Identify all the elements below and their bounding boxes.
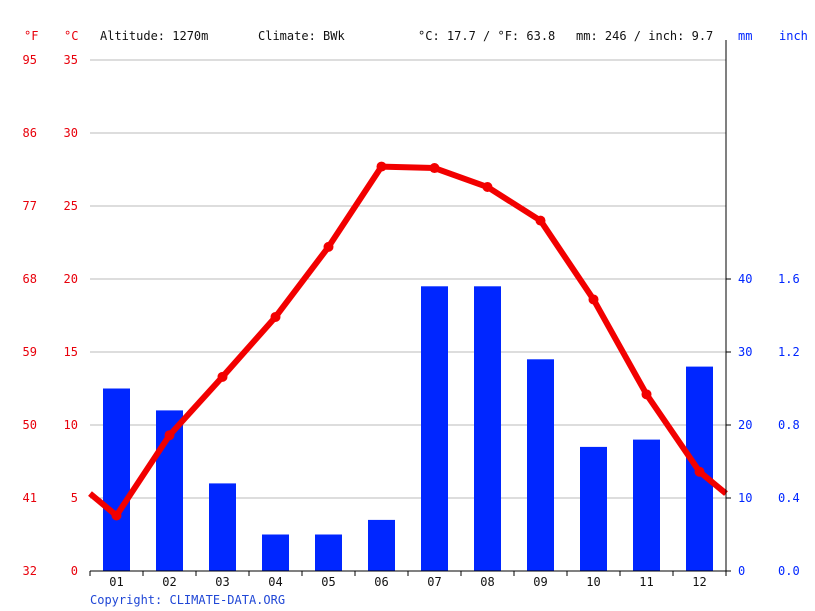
- precipitation-summary: mm: 246 / inch: 9.7: [576, 29, 713, 43]
- right-tick-inch: 1.6: [778, 272, 800, 286]
- right-tick-mm: 10: [738, 491, 752, 505]
- precipitation-bar: [315, 534, 342, 571]
- left-tick-celsius: 25: [64, 199, 78, 213]
- x-tick-label: 01: [109, 575, 123, 589]
- right-tick-mm: 0: [738, 564, 745, 578]
- precipitation-bar: [103, 388, 130, 571]
- right-tick-inch: 0.8: [778, 418, 800, 432]
- unit-inch-label: inch: [779, 29, 808, 43]
- left-tick-fahrenheit: 86: [23, 126, 37, 140]
- left-tick-fahrenheit: 41: [23, 491, 37, 505]
- x-tick-label: 10: [586, 575, 600, 589]
- temperature-point: [270, 311, 281, 322]
- temperature-point: [535, 215, 546, 226]
- x-axis-ticks: 01 02 03 04 05 06 07 08 09 10 11 12: [89, 571, 727, 589]
- left-tick-fahrenheit: 32: [23, 564, 37, 578]
- axes: [90, 40, 727, 572]
- temperature-point: [588, 294, 599, 305]
- precipitation-bar: [209, 483, 236, 571]
- right-tick-inch: 0.4: [778, 491, 800, 505]
- x-tick-label: 02: [162, 575, 176, 589]
- x-tick-label: 03: [215, 575, 229, 589]
- temperature-series-line: [88, 163, 728, 519]
- x-tick-label: 04: [268, 575, 282, 589]
- right-axis-ticks: 0 0.0 10 0.4 20 0.8 30 1.2 40 1.6: [726, 272, 800, 578]
- gridlines: [90, 59, 726, 499]
- unit-mm-label: mm: [738, 29, 752, 43]
- left-tick-celsius: 35: [64, 53, 78, 67]
- climate-label: Climate: BWk: [258, 29, 345, 43]
- x-tick-label: 12: [692, 575, 706, 589]
- precipitation-bar: [580, 446, 607, 571]
- precipitation-bar: [633, 439, 660, 571]
- unit-celsius-label: °C: [64, 29, 78, 43]
- temperature-point: [694, 466, 705, 477]
- left-tick-celsius: 5: [71, 491, 78, 505]
- x-tick-label: 05: [321, 575, 335, 589]
- temperature-summary: °C: 17.7 / °F: 63.8: [418, 29, 555, 43]
- precipitation-bar: [421, 286, 448, 571]
- left-tick-fahrenheit: 95: [23, 53, 37, 67]
- x-tick-label: 07: [427, 575, 441, 589]
- copyright-text: Copyright: CLIMATE-DATA.ORG: [90, 593, 285, 607]
- right-tick-inch: 0.0: [778, 564, 800, 578]
- precipitation-bar: [368, 519, 395, 571]
- temperature-point: [217, 371, 228, 382]
- left-axis-ticks: 0 32 5 41 10 50 15 59 20 68 25 77 30 86 35 95: [23, 53, 78, 578]
- left-tick-celsius: 0: [71, 564, 78, 578]
- left-tick-celsius: 20: [64, 272, 78, 286]
- right-tick-mm: 40: [738, 272, 752, 286]
- temperature-point: [429, 163, 440, 174]
- left-tick-fahrenheit: 77: [23, 199, 37, 213]
- precipitation-bar: [262, 534, 289, 571]
- unit-fahrenheit-label: °F: [24, 29, 38, 43]
- right-tick-mm: 30: [738, 345, 752, 359]
- temperature-line: [88, 161, 728, 521]
- left-tick-celsius: 15: [64, 345, 78, 359]
- x-tick-label: 11: [639, 575, 653, 589]
- temperature-point: [641, 389, 652, 400]
- precipitation-bars: [103, 286, 713, 571]
- temperature-point: [164, 430, 175, 441]
- altitude-label: Altitude: 1270m: [100, 29, 208, 43]
- left-tick-celsius: 30: [64, 126, 78, 140]
- precipitation-bar: [527, 359, 554, 571]
- temperature-point: [323, 241, 334, 252]
- temperature-point: [482, 182, 493, 193]
- x-tick-label: 09: [533, 575, 547, 589]
- temperature-point: [376, 161, 387, 172]
- right-tick-inch: 1.2: [778, 345, 800, 359]
- precipitation-bar: [474, 286, 501, 571]
- x-tick-label: 08: [480, 575, 494, 589]
- left-tick-fahrenheit: 50: [23, 418, 37, 432]
- x-tick-label: 06: [374, 575, 388, 589]
- temperature-point: [111, 510, 122, 521]
- left-tick-fahrenheit: 59: [23, 345, 37, 359]
- right-tick-mm: 20: [738, 418, 752, 432]
- left-tick-celsius: 10: [64, 418, 78, 432]
- left-tick-fahrenheit: 68: [23, 272, 37, 286]
